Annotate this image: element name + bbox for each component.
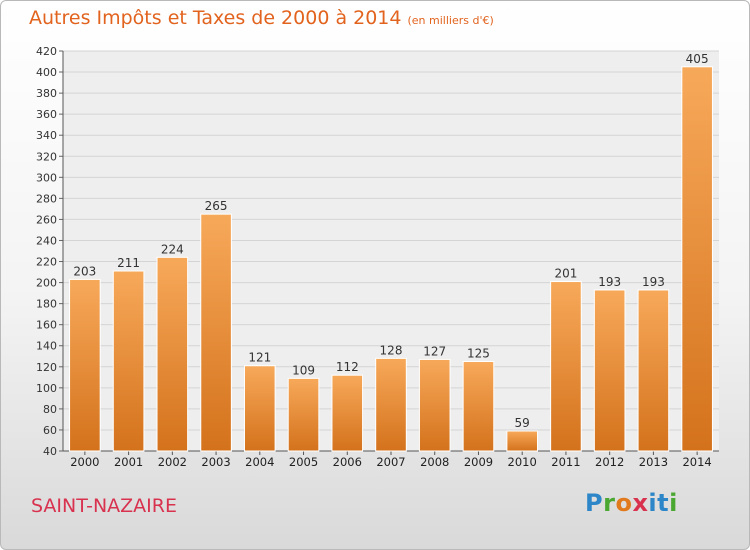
chart-subtitle: (en milliers d'€) [407,14,494,27]
bar-2007 [375,357,407,452]
bar-2010 [506,430,539,452]
x-tick-label-2001: 2001 [114,455,143,469]
y-tick-label: 100 [36,382,57,395]
data-label-2009: 125 [467,347,490,361]
data-label-2002: 224 [161,242,184,256]
data-label-2004: 121 [248,351,271,365]
data-label-2011: 201 [554,267,577,281]
y-tick-label: 220 [36,256,57,269]
y-tick-label: 80 [43,403,57,416]
data-label-2010: 59 [515,416,530,430]
x-tick-label-2013: 2013 [639,455,668,469]
bar-2005 [287,377,320,452]
chart-title: Autres Impôts et Taxes de 2000 à 2014 (en… [29,7,494,29]
x-tick-label-2005: 2005 [289,455,318,469]
bar-2006 [331,374,364,452]
bar-2014 [681,66,713,452]
bar-layer [69,66,713,452]
bar-2002 [156,256,189,452]
data-label-2003: 265 [205,199,228,213]
y-tick-label: 120 [36,361,57,374]
y-tick-label: 140 [36,340,57,353]
y-tick-label: 60 [43,424,57,437]
y-tick-label: 360 [36,108,57,121]
data-label-2005: 109 [292,363,315,377]
data-label-2012: 193 [598,275,621,289]
data-label-2000: 203 [73,264,96,278]
city-name: SAINT-NAZAIRE [31,495,177,517]
x-tick-label-2007: 2007 [376,455,405,469]
data-label-2001: 211 [117,256,140,270]
x-tick-label-2011: 2011 [551,455,580,469]
bar-2000 [69,278,101,452]
x-tick-label-2004: 2004 [245,455,274,469]
data-label-2008: 127 [423,344,446,358]
y-tick-label: 160 [36,319,57,332]
proxiti-logo[interactable]: Proxiti [585,489,678,517]
x-tick-label-2009: 2009 [464,455,493,469]
y-tick-label: 180 [36,298,57,311]
label-layer: 203 211 224 265 121 109 112 128 127 125 59 201 193 19… [73,52,708,430]
y-tick-label: 200 [36,277,57,290]
logo-letter: P [585,489,604,517]
bar-2004 [243,365,276,452]
bar-2012 [593,289,626,452]
logo-letter: i [648,489,658,517]
y-tick-label: 340 [36,129,57,142]
y-tick-label: 420 [36,45,57,58]
x-tick-label-2000: 2000 [70,455,99,469]
x-tick-label-2008: 2008 [420,455,449,469]
chart-title-text: Autres Impôts et Taxes de 2000 à 2014 [29,7,402,29]
y-tick-label: 300 [36,171,57,184]
bar-2011 [550,281,582,452]
bar-2009 [462,361,495,452]
data-label-2013: 193 [642,275,665,289]
bar-2013 [637,289,670,452]
logo-letter: i [669,489,678,517]
data-label-2006: 112 [336,360,359,374]
data-label-2014: 405 [686,52,709,66]
logo-letter: r [603,489,616,517]
bar-2003 [200,213,232,452]
data-label-2007: 128 [380,343,403,357]
x-tick-label-2010: 2010 [508,455,537,469]
x-tick-label-2002: 2002 [158,455,187,469]
y-tick-label: 40 [43,445,57,458]
y-tick-label: 380 [36,87,57,100]
bar-2008 [418,358,451,452]
y-tick-label: 240 [36,234,57,247]
y-tick-label: 320 [36,150,57,163]
x-tick-label-2012: 2012 [595,455,624,469]
axis-layer: 40 60 80 100 120 140 160 180 200 220 240 260 280 300 3… [36,45,719,469]
y-tick-label: 400 [36,66,57,79]
x-tick-label-2006: 2006 [333,455,362,469]
logo-letter: t [657,489,670,517]
bar-2001 [112,270,145,452]
logo-letter: o [615,489,633,517]
logo-letter: x [632,489,649,517]
y-tick-label: 260 [36,213,57,226]
x-tick-label-2003: 2003 [201,455,230,469]
x-tick-label-2014: 2014 [682,455,711,469]
y-tick-label: 280 [36,192,57,205]
